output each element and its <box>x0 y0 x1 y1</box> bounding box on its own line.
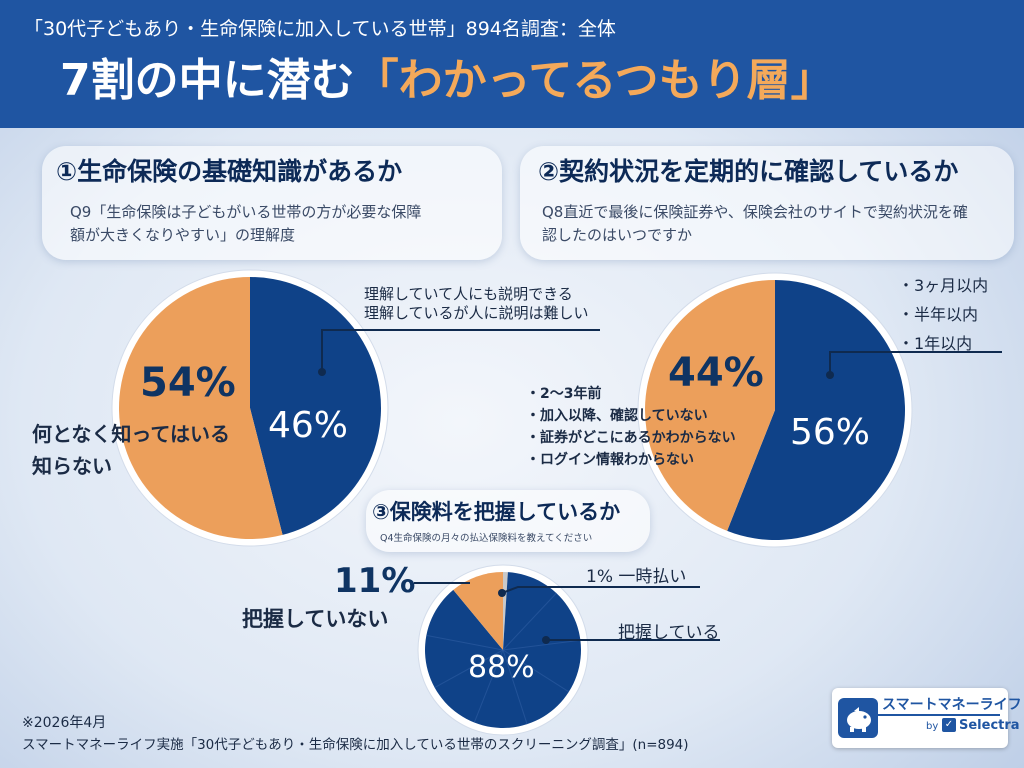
brand-logo: スマートマネーライフ by ✓ Selectra <box>832 688 1022 748</box>
q1-title: ①生命保険の基礎知識があるか <box>56 157 403 186</box>
pie-chart-1 <box>111 269 389 547</box>
q2-leader-line <box>829 351 1002 375</box>
q1-leader-line <box>321 329 600 372</box>
q1-question-line2: 額が大きくなりやすい」の理解度 <box>70 226 296 245</box>
q2-blue-item-3: ・1年以内 <box>898 334 973 353</box>
q3-gray-leader-line <box>501 586 700 594</box>
q3-panel <box>366 490 650 552</box>
pie3-divider-4 <box>502 649 528 725</box>
pie1-slice-2 <box>119 277 283 539</box>
title-main: 7割の中に潜む <box>60 55 355 106</box>
q3-gray-leader-dot <box>498 589 506 597</box>
q2-title: ②契約状況を定期的に確認しているか <box>538 157 959 186</box>
logo-by: by <box>926 721 939 732</box>
q2-blue-item-2: ・半年以内 <box>898 305 979 324</box>
pie3-divider-3 <box>502 649 570 693</box>
pie2-slice-2 <box>644 280 775 531</box>
q3-question: Q4生命保険の月々の払込保険料を教えてください <box>380 533 593 544</box>
logo-brand: Selectra <box>959 718 1020 733</box>
q2-pct-orange: 44% <box>668 350 764 396</box>
q2-orange-item-1: ・2〜3年前 <box>526 386 602 402</box>
q3-label-blue: 把握している <box>618 623 720 643</box>
q3-label-gray: 1% 一時払い <box>586 567 687 587</box>
logo-name: スマートマネーライフ <box>882 697 1022 713</box>
q1-label-orange-line2: 知らない <box>32 454 112 478</box>
q2-question: Q8直近で最後に保険証券や、保険会社のサイトで契約状況を確 認したのはいつですか <box>542 201 968 248</box>
q3-pct-orange: 11% <box>334 561 416 601</box>
pie-chart-3 <box>417 564 589 736</box>
footer-date: ※2026年4月 <box>22 715 107 731</box>
q2-blue-item-1: ・3ヶ月以内 <box>898 276 989 295</box>
pie1-slice-1 <box>250 277 381 535</box>
q2-question-line2: 認したのはいつですか <box>542 226 693 245</box>
pie-chart-2 <box>637 272 913 548</box>
q2-leader-dot <box>826 371 834 379</box>
pie3-divider-1 <box>502 592 557 651</box>
logo-check-icon: ✓ <box>942 718 956 732</box>
q1-label-blue-line2: 理解しているが人に説明は難しい <box>364 304 589 322</box>
survey-subtitle: 「30代子どもあり・生命保険に加入している世帯」894名調査：全体 <box>24 18 616 40</box>
pie3-divider-7 <box>426 634 504 651</box>
pie3-divider-6 <box>434 649 504 689</box>
header-banner: 「30代子どもあり・生命保険に加入している世帯」894名調査：全体 7割の中に潜… <box>0 0 1024 128</box>
pie3-slice-3 <box>453 572 503 650</box>
q3-title: ③保険料を把握しているか <box>372 500 621 524</box>
piggy-bank-icon <box>838 698 878 738</box>
page-title: 7割の中に潜む「わかってるつもり層」 <box>60 44 835 108</box>
q2-orange-item-2: ・加入以降、確認していない <box>526 408 708 424</box>
q3-pct-blue: 88% <box>468 650 535 685</box>
q1-leader-dot <box>318 368 326 376</box>
footer-source: スマートマネーライフ実施「30代子どもあり・生命保険に加入している世帯のスクリー… <box>22 737 689 753</box>
q1-panel <box>42 146 502 260</box>
leader-lines <box>318 329 1002 644</box>
q2-panel <box>520 146 1014 260</box>
pie3-divider-2 <box>502 639 581 651</box>
q1-pct-orange: 54% <box>140 360 236 406</box>
q1-label-orange-line1: 何となく知ってはいる <box>32 422 230 446</box>
pie2-slice-1 <box>727 280 906 540</box>
q3-label-orange: 把握していない <box>242 607 389 631</box>
pie3-divider-5 <box>473 649 504 723</box>
q1-pct-blue: 46% <box>268 405 349 446</box>
q2-orange-item-4: ・ログイン情報わからない <box>526 452 694 468</box>
q2-pct-blue: 56% <box>790 412 871 453</box>
q2-orange-item-3: ・証券がどこにあるかわからない <box>526 430 736 446</box>
q1-question: Q9「生命保険は子どもがいる世帯の方が必要な保障 額が大きくなりやすい」の理解度 <box>70 201 421 248</box>
logo-divider <box>878 714 1000 716</box>
q3-blue-leader-dot <box>542 636 550 644</box>
q1-question-line1: Q9「生命保険は子どもがいる世帯の方が必要な保障 <box>70 203 422 221</box>
q1-label-blue-line1: 理解していて人にも説明できる <box>364 285 573 303</box>
q2-question-line1: Q8直近で最後に保険証券や、保険会社のサイトで契約状況を確 <box>542 203 968 221</box>
title-highlight: 「わかってるつもり層」 <box>354 55 835 106</box>
